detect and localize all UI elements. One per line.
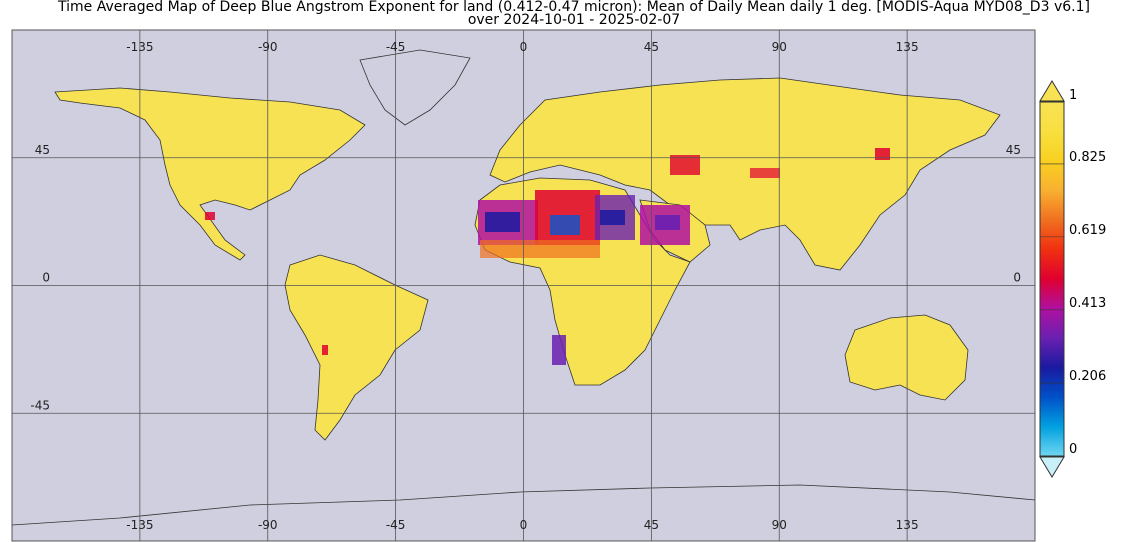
lon-tick-labels-bottom: -135 -90 -45 0 45 90 135 <box>126 518 918 532</box>
land-greenland <box>359 49 471 126</box>
colorbar-under-triangle <box>1039 456 1065 478</box>
colorbar: 1 0.825 0.619 0.413 0.206 0 <box>1039 80 1106 478</box>
lat-tick-label-right: 0 <box>1013 271 1021 285</box>
lon-tick-label-top: 135 <box>896 40 919 54</box>
land-eurasia <box>489 77 1001 271</box>
lon-tick-label-bottom: -135 <box>126 518 153 532</box>
colorbar-tick-label: 0.206 <box>1069 369 1106 384</box>
lon-tick-label-bottom: 0 <box>520 518 528 532</box>
lat-tick-label-left: -45 <box>30 398 50 412</box>
land-australia <box>844 314 969 401</box>
lat-tick-labels-left: 45 0 -45 <box>30 143 50 413</box>
lon-tick-label-top: 90 <box>772 40 787 54</box>
colorbar-tick-label: 0.825 <box>1069 150 1106 165</box>
lon-tick-label-bottom: -45 <box>386 518 406 532</box>
colorbar-tick-label: 0 <box>1069 442 1077 457</box>
lon-tick-label-top: -90 <box>258 40 278 54</box>
lon-tick-label-bottom: 135 <box>896 518 919 532</box>
map-graticule <box>12 30 1035 541</box>
map-title-line-2: over 2024-10-01 - 2025-02-07 <box>467 12 681 28</box>
hotspot-namibia <box>552 335 566 365</box>
hotspot-egypt <box>600 210 625 225</box>
lon-tick-label-top: -45 <box>386 40 406 54</box>
hotspot-gobi <box>875 148 890 160</box>
hotspot-sahel <box>480 240 600 258</box>
colorbar-tick-labels: 1 0.825 0.619 0.413 0.206 0 <box>1040 88 1106 457</box>
hotspot-central-asia <box>670 155 700 175</box>
lon-tick-labels-top: -135 -90 -45 0 45 90 135 <box>126 40 918 54</box>
lon-tick-label-bottom: -90 <box>258 518 278 532</box>
hotspot-arabia-core <box>655 215 680 230</box>
lon-tick-label-bottom: 45 <box>644 518 659 532</box>
colorbar-tick-label: 1 <box>1069 88 1077 103</box>
aerosol-hotspots <box>205 148 890 365</box>
lat-tick-label-left: 45 <box>35 143 50 157</box>
lat-tick-label-right: 45 <box>1006 143 1021 157</box>
lon-tick-label-bottom: 90 <box>772 518 787 532</box>
map-title-line-1: Time Averaged Map of Deep Blue Angstrom … <box>58 0 1090 15</box>
land-south-america <box>284 254 429 441</box>
colorbar-over-triangle <box>1039 80 1065 102</box>
lat-tick-label-left: 0 <box>42 271 50 285</box>
hotspot-sahara-west-core <box>485 212 520 232</box>
lon-tick-label-top: -135 <box>126 40 153 54</box>
colorbar-body <box>1039 101 1065 457</box>
map-frame <box>11 29 1036 542</box>
colorbar-tick-label: 0.619 <box>1069 223 1106 238</box>
hotspot-atacama <box>322 345 328 355</box>
hotspot-sahara-central-core <box>550 215 580 235</box>
colorbar-tick-label: 0.413 <box>1069 296 1106 311</box>
land-north-america <box>54 87 366 261</box>
hotspot-mexico <box>205 212 215 220</box>
hotspot-taklamakan <box>750 168 780 178</box>
lon-tick-label-top: 45 <box>644 40 659 54</box>
lon-tick-label-top: 0 <box>520 40 528 54</box>
lat-tick-labels-right: 45 0 <box>1006 143 1021 285</box>
